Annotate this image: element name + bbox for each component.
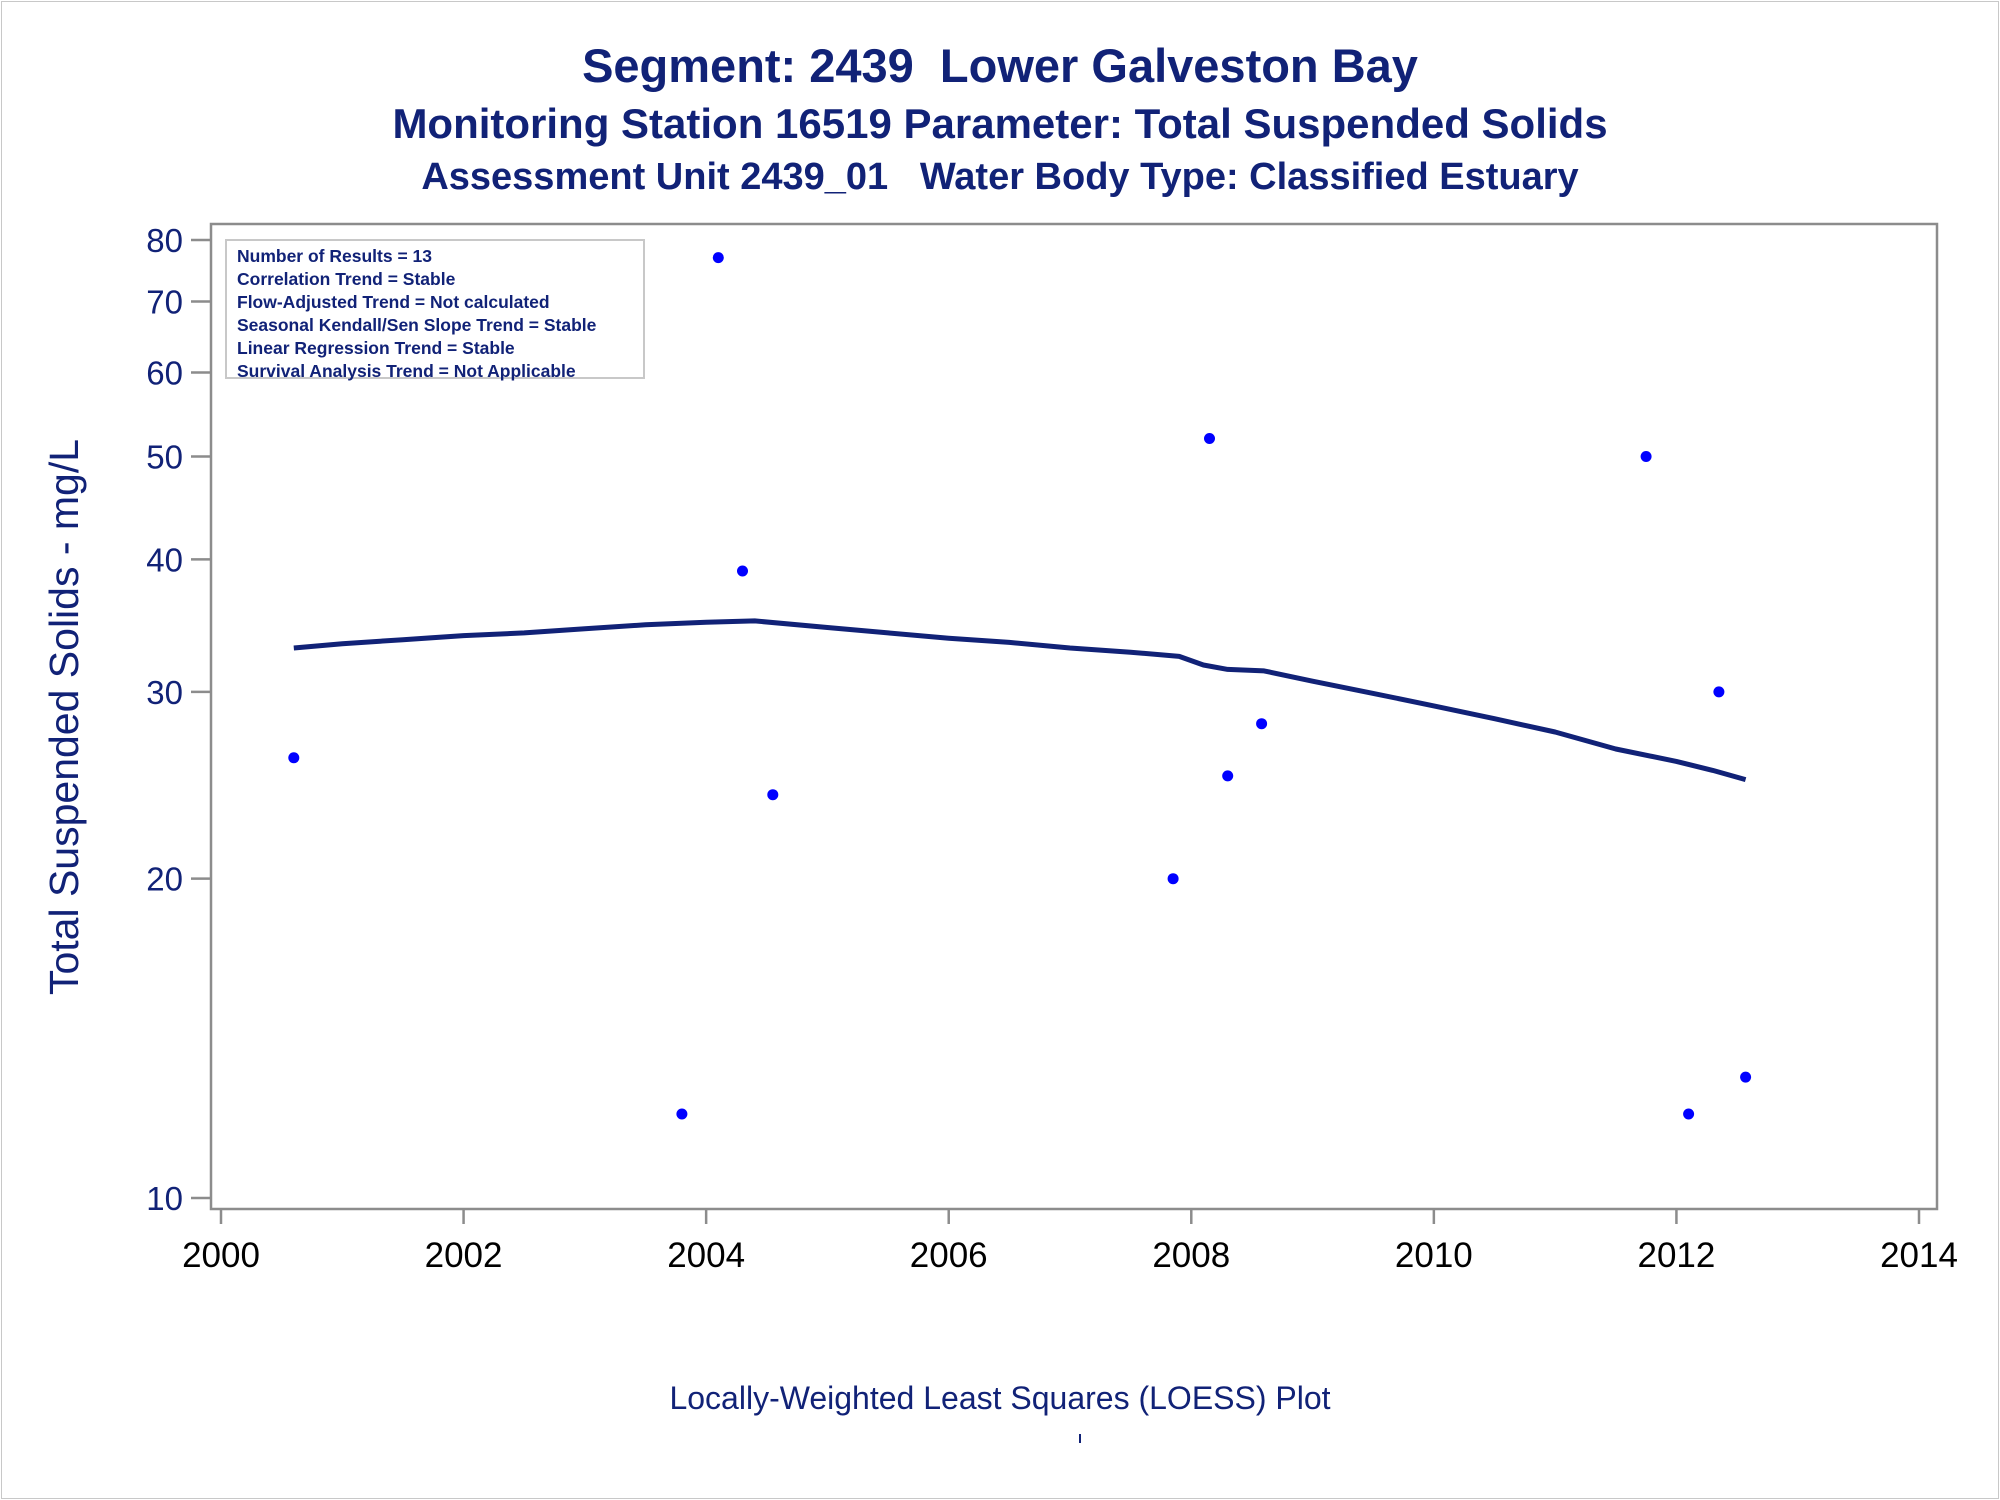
stat-survival-analysis-trend: Survival Analysis Trend = Not Applicable [237, 361, 576, 381]
y-axis-label: Total Suspended Solids - mg/L [41, 439, 87, 995]
chart-subtitle-station: Monitoring Station 16519 Parameter: Tota… [392, 100, 1608, 147]
data-point [1222, 770, 1234, 782]
data-point [712, 252, 724, 264]
data-point [1640, 451, 1652, 462]
plot-footnote: Locally-Weighted Least Squares (LOESS) P… [669, 1380, 1331, 1416]
y-tick-label: 70 [146, 284, 183, 321]
data-point [1713, 686, 1725, 698]
stat-flow-adjusted-trend: Flow-Adjusted Trend = Not calculated [237, 292, 550, 312]
y-axis: 10 20 30 40 50 60 70 80 [146, 222, 211, 1217]
data-point [1167, 873, 1179, 885]
trend-statistics-box: Number of Results = 13 Correlation Trend… [225, 239, 645, 381]
data-point [1683, 1108, 1695, 1120]
x-axis: 2000 2002 2004 2006 2008 2010 2012 2014 [182, 1209, 1958, 1275]
y-tick-label: 20 [146, 861, 183, 898]
y-tick-label: 30 [146, 674, 183, 711]
data-point [1256, 718, 1268, 730]
x-tick-label: 2004 [667, 1236, 745, 1275]
data-point [1204, 433, 1215, 444]
data-points [288, 252, 1752, 1120]
y-tick-label: 10 [146, 1180, 183, 1217]
y-tick-label: 60 [146, 355, 183, 392]
data-point [288, 752, 300, 764]
data-point [767, 789, 779, 801]
chart-title: Segment: 2439 Lower Galveston Bay [582, 39, 1418, 92]
x-tick-label: 2000 [182, 1236, 260, 1275]
stat-seasonal-kendall-trend: Seasonal Kendall/Sen Slope Trend = Stabl… [237, 315, 597, 335]
y-tick-label: 40 [146, 541, 183, 578]
data-point [676, 1108, 688, 1120]
stat-correlation-trend: Correlation Trend = Stable [237, 269, 456, 289]
x-tick-label: 2010 [1395, 1236, 1473, 1275]
stat-linear-regression-trend: Linear Regression Trend = Stable [237, 338, 515, 358]
x-tick-label: 2012 [1637, 1236, 1715, 1275]
footnote-mark [1079, 1434, 1081, 1443]
x-tick-label: 2008 [1152, 1236, 1230, 1275]
x-tick-label: 2002 [425, 1236, 503, 1275]
loess-line [293, 618, 1747, 783]
y-tick-label: 80 [146, 222, 183, 259]
data-point [737, 565, 748, 577]
data-point [1740, 1071, 1752, 1083]
stat-number-of-results: Number of Results = 13 [237, 246, 432, 266]
x-tick-label: 2014 [1880, 1236, 1958, 1275]
chart-subtitle-assessment: Assessment Unit 2439_01 Water Body Type:… [421, 156, 1579, 198]
y-tick-label: 50 [146, 439, 183, 476]
plot-area [209, 222, 1939, 1211]
x-tick-label: 2006 [910, 1236, 988, 1275]
